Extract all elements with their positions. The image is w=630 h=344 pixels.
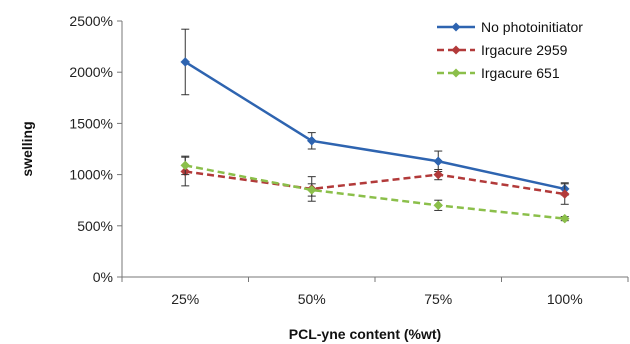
- x-axis-ticks: 25% 50% 75% 100%: [121, 277, 629, 307]
- data-point: [433, 200, 444, 211]
- axes: [121, 21, 628, 278]
- x-tick-label: 50%: [298, 291, 326, 307]
- data-point: [559, 213, 570, 224]
- series-2: [180, 156, 570, 205]
- data-point: [180, 57, 191, 67]
- legend-label: Irgacure 2959: [481, 42, 568, 58]
- y-tick-label: 1000%: [69, 167, 113, 183]
- y-axis-ticks: 0% 500% 1000% 1500% 2000% 2500%: [69, 13, 122, 285]
- series-line: [185, 164, 565, 220]
- data-point: [180, 160, 191, 171]
- data-point: [433, 156, 444, 167]
- series-3: [180, 155, 570, 224]
- x-tick-label: 100%: [547, 291, 583, 307]
- series-layer: [180, 28, 570, 224]
- y-tick-label: 0%: [93, 269, 113, 285]
- series-line: [184, 60, 566, 191]
- series-line: [185, 170, 565, 196]
- legend-marker: [451, 45, 461, 55]
- legend: No photoinitiator Irgacure 2959 Irgacure 6…: [437, 19, 583, 81]
- legend-marker: [451, 22, 461, 32]
- y-tick-label: 2000%: [69, 64, 113, 80]
- x-tick-label: 25%: [171, 291, 199, 307]
- x-tick-label: 75%: [424, 291, 452, 307]
- data-point: [306, 185, 317, 195]
- y-tick-label: 1500%: [69, 115, 113, 131]
- y-tick-label: 2500%: [69, 13, 113, 29]
- y-axis-title: swelling: [19, 121, 35, 176]
- legend-item: Irgacure 651: [437, 65, 560, 81]
- data-point: [559, 189, 570, 199]
- y-tick-label: 500%: [77, 218, 113, 234]
- x-axis-title: PCL-yne content (%wt): [289, 326, 441, 342]
- legend-label: No photoinitiator: [481, 19, 583, 35]
- data-point: [433, 169, 444, 180]
- data-point: [306, 135, 317, 146]
- legend-item: No photoinitiator: [437, 19, 583, 35]
- legend-marker: [451, 68, 461, 78]
- legend-label: Irgacure 651: [481, 65, 560, 81]
- legend-item: Irgacure 2959: [437, 42, 568, 58]
